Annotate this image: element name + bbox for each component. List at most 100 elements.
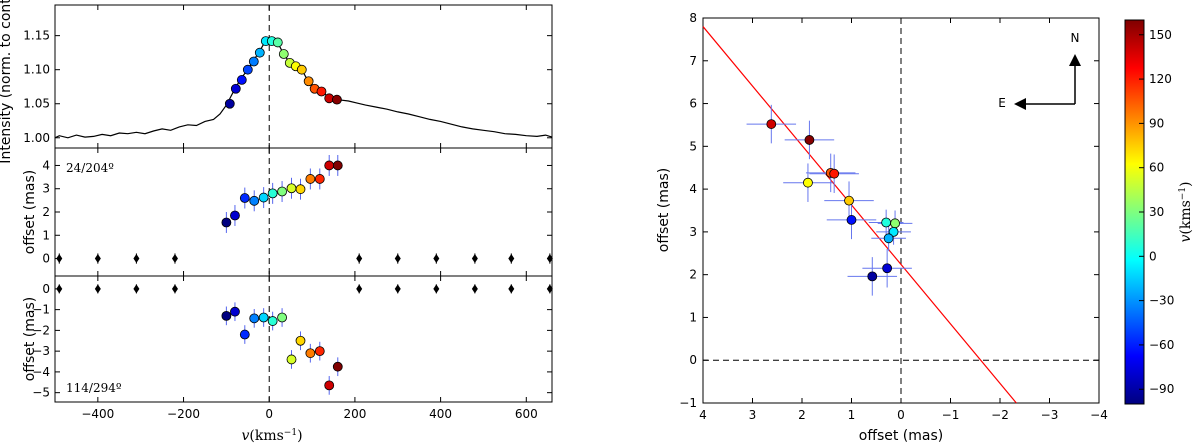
colorbar-tick-label: 90 bbox=[1149, 116, 1164, 130]
sky-map-xtick-label: −1 bbox=[942, 408, 960, 422]
spectrum-point bbox=[296, 64, 307, 75]
offset-24-point bbox=[249, 195, 260, 206]
offset-24-frame bbox=[54, 147, 553, 277]
offset-114-continuum-point bbox=[394, 284, 401, 294]
sky-map-points bbox=[746, 104, 913, 296]
spectrum-point bbox=[224, 98, 235, 109]
spectrum-point bbox=[248, 56, 259, 67]
offset-114-point bbox=[305, 348, 316, 359]
offset-24-point bbox=[267, 188, 278, 199]
sky-map-point bbox=[888, 226, 899, 237]
spectrum-point bbox=[236, 75, 247, 85]
sky-map-point bbox=[867, 271, 878, 282]
sky-map-xtick-label: −3 bbox=[1041, 408, 1059, 422]
velocity-xlabel-close: ) bbox=[297, 428, 302, 444]
spectrum-yticks: 1.00 1.05 1.10 1.15 bbox=[23, 29, 552, 145]
colorbar-label: v(kms−1) bbox=[1178, 181, 1194, 242]
spectrum-point bbox=[242, 64, 253, 75]
sky-map-xtick-label: 2 bbox=[798, 408, 806, 422]
spectrum-ylabel: Intensity (norm. to cont.) bbox=[0, 0, 14, 164]
sky-map-ytick-label: 1 bbox=[689, 310, 697, 324]
offset-114-point bbox=[221, 310, 232, 321]
sky-map-point bbox=[883, 233, 894, 244]
offset-24-continuum-point bbox=[471, 254, 478, 264]
spectrum-frame bbox=[54, 4, 553, 149]
sky-map-xtick-label: 1 bbox=[848, 408, 856, 422]
spectrum-ytick-label: 1.05 bbox=[23, 97, 50, 111]
sky-map-xtick-label: −2 bbox=[991, 408, 1009, 422]
offset-114-continuum-point bbox=[94, 284, 101, 294]
offset-24-continuum-point bbox=[433, 254, 440, 264]
sky-map-point bbox=[890, 218, 900, 229]
sky-map-ytick-label: 7 bbox=[689, 54, 697, 68]
offset-24-point bbox=[332, 160, 343, 171]
colorbar-tick-label: −90 bbox=[1149, 382, 1174, 396]
sky-map-point bbox=[844, 195, 854, 206]
sky-map-point bbox=[882, 263, 893, 274]
offset-24-yticks: 0 1 2 3 4 bbox=[42, 158, 552, 266]
offset-24-annotation: 24/204º bbox=[66, 161, 114, 175]
colorbar-label-symbol: v bbox=[1178, 235, 1194, 243]
colorbar-tick-label: −60 bbox=[1149, 338, 1174, 352]
colorbar-tick-label: 150 bbox=[1149, 28, 1172, 42]
offset-24-ylabel: offset (mas) bbox=[22, 170, 38, 255]
spectrum-ytick-label: 1.10 bbox=[23, 63, 50, 77]
offset-24-continuum-point bbox=[171, 254, 178, 264]
sky-map-point bbox=[803, 177, 813, 188]
spectrum-profile-line bbox=[54, 38, 553, 139]
colorbar-label-close: ) bbox=[1178, 181, 1194, 186]
offset-114-continuum-point bbox=[171, 284, 178, 294]
offset-114-ytick-label: −1 bbox=[32, 303, 50, 317]
offset-114-continuum-point bbox=[133, 284, 140, 294]
offset-114-continuum-point bbox=[356, 284, 363, 294]
offset-114-point bbox=[230, 306, 240, 317]
offset-114-panel: offset (mas) 114/294º 0 −1 −2 −3 −4 −5 −400 −2… bbox=[22, 5, 553, 444]
offset-114-continuum-point bbox=[471, 284, 478, 294]
spectrum-ytick-label: 1.00 bbox=[23, 131, 50, 145]
velocity-xlabel-symbol: v bbox=[241, 428, 249, 444]
offset-24-continuum-point bbox=[133, 254, 140, 264]
sky-map-point bbox=[829, 168, 840, 179]
offset-114-point bbox=[249, 313, 260, 324]
sky-map-xticks: 4 3 2 1 0 −1 −2 −3 −4 bbox=[699, 18, 1108, 422]
velocity-xtick-label: −200 bbox=[167, 407, 200, 421]
sky-map-xlabel: offset (mas) bbox=[859, 428, 944, 444]
spectrum-points bbox=[224, 36, 342, 109]
sky-map-xtick-label: −4 bbox=[1090, 408, 1108, 422]
offset-114-points bbox=[56, 284, 553, 395]
sky-map-xtick-label: 4 bbox=[699, 408, 707, 422]
offset-114-continuum-point bbox=[546, 284, 553, 294]
offset-114-annotation: 114/294º bbox=[66, 381, 122, 395]
spectrum-point bbox=[254, 47, 265, 58]
sky-map-ytick-label: 0 bbox=[689, 353, 697, 367]
offset-24-point bbox=[230, 210, 240, 221]
spectrum-ytick-label: 1.15 bbox=[23, 29, 50, 43]
spectrum-panel: Intensity (norm. to cont.) 1.001.051.101… bbox=[0, 0, 553, 164]
offset-114-ytick-label: −4 bbox=[32, 365, 50, 379]
offset-114-point bbox=[286, 354, 297, 365]
offset-24-point bbox=[221, 217, 232, 228]
sky-map-panel: offset (mas) offset (mas) 4 3 2 1 0 −1 −2 −3 −4 … bbox=[656, 11, 1108, 444]
offset-24-panel: offset (mas) 24/204º 0 1 2 3 4 bbox=[22, 147, 553, 277]
sky-map-yticks: −1 0 1 2 3 4 5 6 7 8 bbox=[679, 11, 1099, 410]
velocity-xtick-label: −400 bbox=[81, 407, 114, 421]
velocity-xtick-label: 0 bbox=[265, 407, 273, 421]
spectrum-point bbox=[303, 76, 314, 87]
colorbar-ticks: 150 120 90 60 30 0 −30 −60 −90 bbox=[1139, 28, 1174, 396]
offset-24-point bbox=[239, 193, 250, 203]
offset-114-ytick-label: −2 bbox=[32, 323, 50, 337]
offset-114-continuum-point bbox=[56, 284, 63, 294]
velocity-xlabel-exponent: −1 bbox=[284, 428, 297, 438]
offset-24-continuum-point bbox=[94, 254, 101, 264]
offset-114-yticks: 0 −1 −2 −3 −4 −5 bbox=[32, 282, 552, 400]
offset-114-frame bbox=[54, 275, 553, 403]
sky-map-ytick-label: 5 bbox=[689, 139, 697, 153]
offset-24-ytick-label: 2 bbox=[42, 205, 50, 219]
sky-map-point bbox=[804, 135, 815, 145]
spectrum-point bbox=[332, 94, 342, 105]
offset-114-continuum-point bbox=[508, 284, 515, 294]
spectrum-point bbox=[230, 83, 241, 94]
offset-114-continuum-point bbox=[433, 284, 440, 294]
offset-24-point bbox=[277, 186, 287, 197]
offset-114-point bbox=[239, 329, 250, 340]
